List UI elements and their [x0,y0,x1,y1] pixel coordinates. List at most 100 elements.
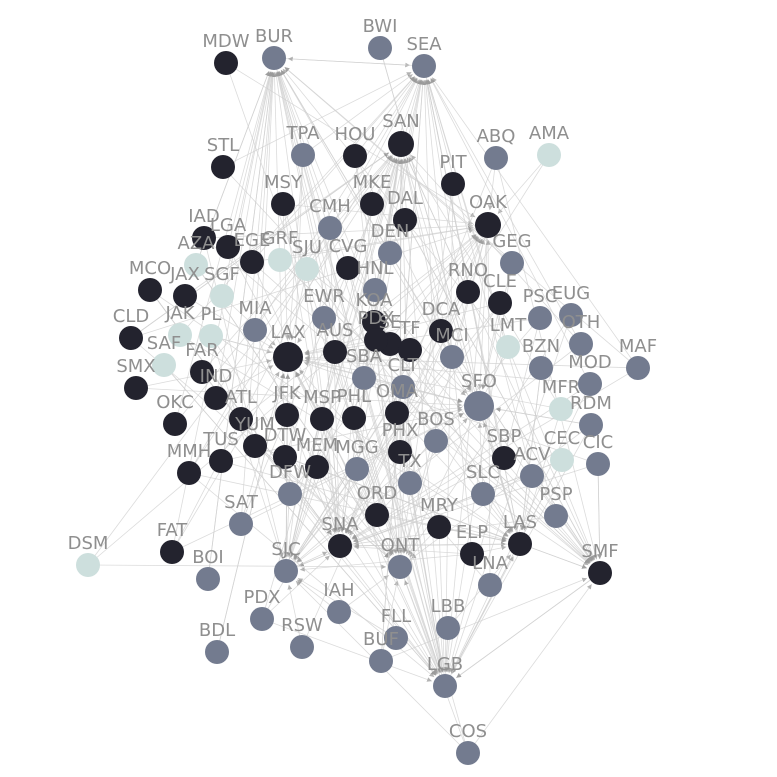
airport-node-circle[interactable] [342,406,366,430]
airport-node-circle[interactable] [362,310,386,334]
airport-node-okc[interactable]: OKC [156,392,194,436]
airport-node-circle[interactable] [626,356,650,380]
airport-node-iad[interactable]: IAD [188,206,220,250]
airport-node-circle[interactable] [368,36,392,60]
airport-node-sju[interactable]: SJU [292,237,322,281]
airport-node-jak[interactable]: JAK [164,303,196,347]
airport-node-mke[interactable]: MKE [353,172,392,216]
airport-node-lax[interactable]: LAX [270,322,306,372]
airport-node-hnl[interactable]: HNL [356,258,394,302]
airport-node-buf[interactable]: BUF [363,629,399,673]
airport-node-far[interactable]: FAR [185,340,219,384]
airport-node-lga[interactable]: LGA [210,215,247,259]
airport-node-circle[interactable] [262,46,286,70]
airport-node-slc[interactable]: SLC [466,462,500,506]
airport-node-mem[interactable]: MEM [296,435,338,479]
airport-node-sna[interactable]: SNA [321,514,359,558]
airport-node-circle[interactable] [363,278,387,302]
airport-node-bwi[interactable]: BWI [363,16,398,60]
airport-node-hou[interactable]: HOU [335,124,376,168]
airport-node-circle[interactable] [388,555,412,579]
airport-node-circle[interactable] [475,212,501,238]
airport-node-circle[interactable] [240,250,264,274]
airport-node-mgg[interactable]: MGG [335,437,379,481]
airport-node-yum[interactable]: YUM [234,414,275,458]
airport-node-pdx[interactable]: PDX [357,308,395,352]
airport-node-tx[interactable]: TX [397,451,422,495]
airport-node-circle[interactable] [544,504,568,528]
airport-node-pl[interactable]: PL [199,304,223,348]
airport-node-circle[interactable] [378,241,402,265]
airport-node-fll[interactable]: FLL [381,606,411,650]
airport-node-phx[interactable]: PHX [382,420,419,464]
airport-node-dsm[interactable]: DSM [68,533,109,577]
airport-node-circle[interactable] [388,131,414,157]
airport-node-circle[interactable] [559,303,583,327]
airport-node-bzn[interactable]: BZN [522,336,560,380]
airport-node-circle[interactable] [243,434,267,458]
airport-node-lmt[interactable]: LMT [490,315,528,359]
airport-node-circle[interactable] [549,397,573,421]
airport-node-ege[interactable]: EGE [234,230,271,274]
airport-node-circle[interactable] [441,172,465,196]
airport-node-eug[interactable]: EUG [552,283,591,327]
airport-node-mfr[interactable]: MFR [542,377,580,421]
airport-node-circle[interactable] [492,446,516,470]
airport-node-jax[interactable]: JAX [169,264,200,308]
airport-node-circle[interactable] [520,464,544,488]
airport-node-stl[interactable]: STL [207,135,239,179]
airport-node-circle[interactable] [384,626,408,650]
airport-node-psp[interactable]: PSP [539,484,573,528]
airport-node-circle[interactable] [192,226,216,250]
airport-node-circle[interactable] [243,318,267,342]
airport-node-cic[interactable]: CIC [583,432,613,476]
airport-node-sfo[interactable]: SFO [461,371,497,421]
airport-node-aza[interactable]: AZA [178,233,216,277]
airport-node-circle[interactable] [305,455,329,479]
airport-node-circle[interactable] [578,372,602,396]
airport-node-circle[interactable] [163,412,187,436]
airport-node-circle[interactable] [184,253,208,277]
airport-node-oma[interactable]: OMA [376,381,419,425]
airport-node-dca[interactable]: DCA [422,299,461,343]
airport-node-circle[interactable] [274,559,298,583]
airport-node-phl[interactable]: PHL [337,386,371,430]
airport-node-smf[interactable]: SMF [581,541,619,585]
airport-node-clt[interactable]: CLT [387,355,420,399]
airport-node-dfw[interactable]: DFW [269,462,311,506]
airport-node-circle[interactable] [586,452,610,476]
airport-node-msp[interactable]: MSP [303,387,341,431]
airport-node-bur[interactable]: BUR [255,26,293,70]
airport-node-cle[interactable]: CLE [483,271,517,315]
airport-node-geg[interactable]: GEG [492,231,532,275]
airport-node-circle[interactable] [323,340,347,364]
airport-node-oth[interactable]: OTH [562,312,601,356]
airport-node-circle[interactable] [456,741,480,765]
airport-node-saf[interactable]: SAF [147,333,181,377]
airport-node-koa[interactable]: KOA [356,290,394,334]
airport-node-circle[interactable] [343,144,367,168]
airport-node-circle[interactable] [369,649,393,673]
airport-node-circle[interactable] [388,440,412,464]
airport-node-circle[interactable] [364,328,388,352]
airport-node-circle[interactable] [550,448,574,472]
airport-node-circle[interactable] [385,401,409,425]
airport-node-tf[interactable]: TF [398,318,422,362]
airport-node-circle[interactable] [537,143,561,167]
airport-node-circle[interactable] [460,542,484,566]
airport-node-circle[interactable] [291,143,315,167]
airport-node-dtw[interactable]: DTW [264,425,307,469]
airport-node-cmh[interactable]: CMH [309,196,351,240]
airport-node-ind[interactable]: IND [200,366,233,410]
airport-node-ama[interactable]: AMA [529,123,570,167]
airport-node-circle[interactable] [360,192,384,216]
airport-node-smx[interactable]: SMX [116,356,156,400]
airport-node-circle[interactable] [177,461,201,485]
airport-node-circle[interactable] [210,284,234,308]
airport-node-circle[interactable] [412,54,436,78]
airport-node-cvg[interactable]: CVG [329,236,368,280]
airport-node-circle[interactable] [528,306,552,330]
airport-node-elp[interactable]: ELP [456,522,488,566]
airport-node-mco[interactable]: MCO [129,258,171,302]
airport-node-bos[interactable]: BOS [417,409,455,453]
